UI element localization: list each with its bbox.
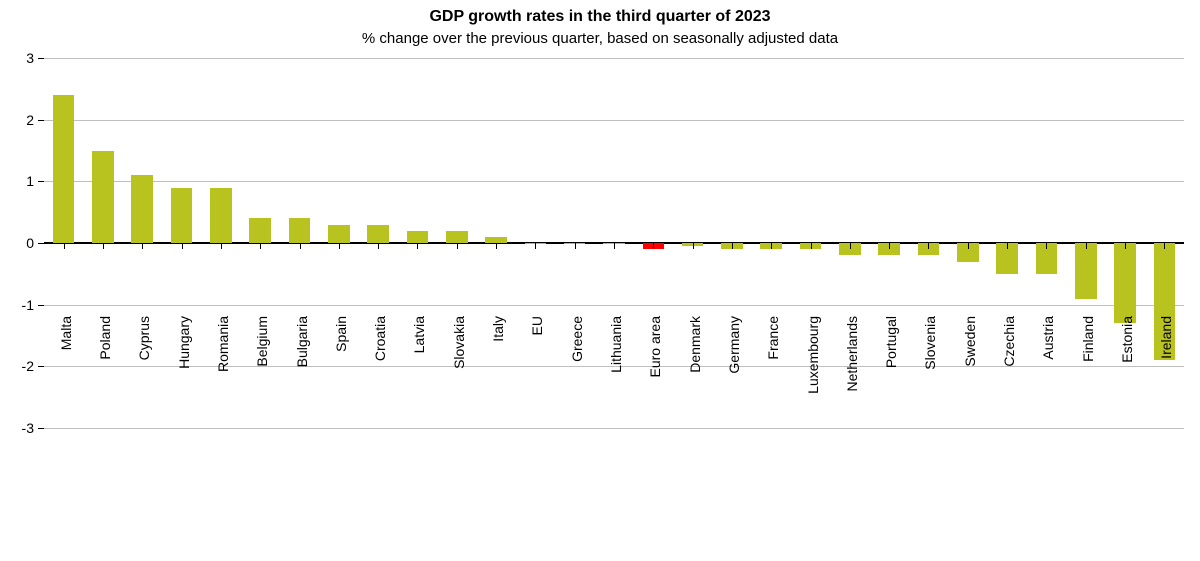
bar: [328, 225, 350, 244]
x-tick-label: France: [765, 316, 781, 436]
x-tick-mark: [889, 243, 890, 249]
x-tick-label: Lithuania: [608, 316, 624, 436]
x-tick-label: Denmark: [687, 316, 703, 436]
bar: [289, 218, 311, 243]
x-tick-mark: [457, 243, 458, 249]
x-tick-label: Belgium: [254, 316, 270, 436]
x-tick-mark: [496, 243, 497, 249]
plot-area: -3-2-10123MaltaPolandCyprusHungaryRomani…: [44, 58, 1184, 428]
x-tick-label: Bulgaria: [294, 316, 310, 436]
x-tick-label: Ireland: [1158, 316, 1174, 436]
bar: [171, 188, 193, 244]
bar: [407, 231, 429, 243]
y-tick-label: -2: [8, 358, 34, 374]
y-tick-label: 1: [8, 173, 34, 189]
gdp-bar-chart: GDP growth rates in the third quarter of…: [0, 0, 1200, 561]
x-tick-label: Cyprus: [136, 316, 152, 436]
x-tick-mark: [1086, 243, 1087, 249]
x-tick-label: EU: [529, 316, 545, 436]
gridline: [44, 120, 1184, 121]
x-tick-mark: [417, 243, 418, 249]
x-tick-mark: [614, 243, 615, 249]
x-tick-mark: [142, 243, 143, 249]
y-tick-mark: [38, 366, 44, 367]
x-tick-mark: [928, 243, 929, 249]
x-tick-mark: [968, 243, 969, 249]
y-tick-label: 2: [8, 112, 34, 128]
x-tick-mark: [653, 243, 654, 249]
x-tick-mark: [221, 243, 222, 249]
x-tick-mark: [771, 243, 772, 249]
gridline: [44, 305, 1184, 306]
x-tick-label: Slovakia: [451, 316, 467, 436]
x-tick-label: Greece: [569, 316, 585, 436]
y-tick-label: 0: [8, 235, 34, 251]
x-tick-label: Netherlands: [844, 316, 860, 436]
x-tick-mark: [182, 243, 183, 249]
x-tick-label: Malta: [58, 316, 74, 436]
x-tick-mark: [1125, 243, 1126, 249]
x-tick-label: Austria: [1040, 316, 1056, 436]
x-tick-mark: [1164, 243, 1165, 249]
bar: [367, 225, 389, 244]
x-tick-label: Czechia: [1001, 316, 1017, 436]
bar: [210, 188, 232, 244]
bar: [1075, 243, 1097, 299]
x-tick-label: Croatia: [372, 316, 388, 436]
gridline: [44, 58, 1184, 59]
x-tick-label: Sweden: [962, 316, 978, 436]
x-tick-label: Italy: [490, 316, 506, 436]
x-tick-label: Estonia: [1119, 316, 1135, 436]
x-tick-mark: [339, 243, 340, 249]
x-tick-label: Slovenia: [922, 316, 938, 436]
gridline: [44, 181, 1184, 182]
y-tick-label: 3: [8, 50, 34, 66]
x-tick-mark: [850, 243, 851, 249]
y-tick-mark: [38, 305, 44, 306]
x-tick-label: Portugal: [883, 316, 899, 436]
x-tick-mark: [693, 243, 694, 249]
x-tick-label: Luxembourg: [805, 316, 821, 436]
bar: [1114, 243, 1136, 323]
x-tick-mark: [811, 243, 812, 249]
x-tick-mark: [535, 243, 536, 249]
x-tick-mark: [1046, 243, 1047, 249]
x-tick-mark: [300, 243, 301, 249]
y-tick-mark: [38, 428, 44, 429]
bar: [446, 231, 468, 243]
x-tick-label: Euro area: [647, 316, 663, 436]
y-tick-mark: [38, 120, 44, 121]
y-tick-label: -3: [8, 420, 34, 436]
chart-title: GDP growth rates in the third quarter of…: [0, 8, 1200, 26]
x-tick-mark: [260, 243, 261, 249]
bar: [53, 95, 75, 243]
bar: [131, 175, 153, 243]
x-tick-label: Germany: [726, 316, 742, 436]
x-tick-label: Spain: [333, 316, 349, 436]
y-tick-mark: [38, 58, 44, 59]
x-tick-mark: [732, 243, 733, 249]
x-tick-label: Hungary: [176, 316, 192, 436]
x-tick-mark: [378, 243, 379, 249]
x-tick-label: Romania: [215, 316, 231, 436]
y-tick-label: -1: [8, 297, 34, 313]
x-tick-label: Latvia: [411, 316, 427, 436]
chart-subtitle: % change over the previous quarter, base…: [0, 30, 1200, 47]
bar: [92, 151, 114, 244]
x-tick-label: Finland: [1080, 316, 1096, 436]
x-tick-label: Poland: [97, 316, 113, 436]
x-tick-mark: [103, 243, 104, 249]
bar: [249, 218, 271, 243]
x-tick-mark: [575, 243, 576, 249]
y-tick-mark: [38, 181, 44, 182]
x-tick-mark: [1007, 243, 1008, 249]
x-tick-mark: [64, 243, 65, 249]
